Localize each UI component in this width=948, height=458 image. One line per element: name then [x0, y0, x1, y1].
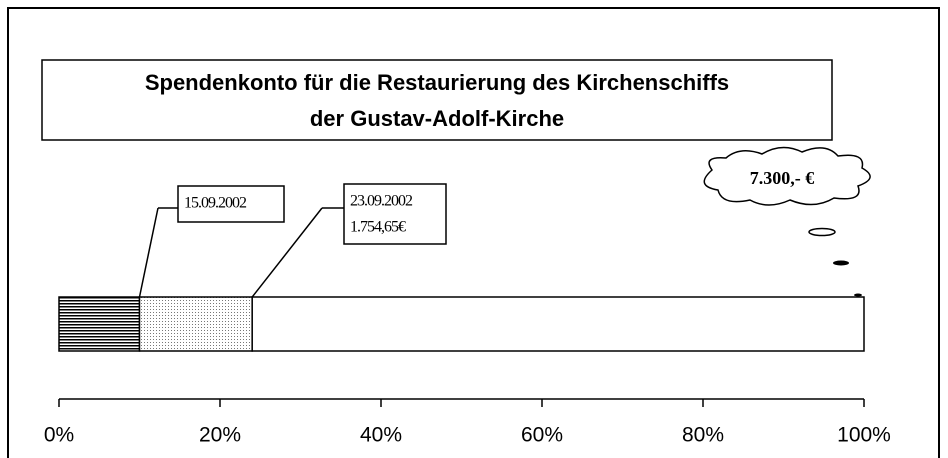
bar-segment: [140, 297, 253, 351]
cloud-bubble: [809, 229, 835, 236]
x-tick-label: 20%: [199, 424, 241, 447]
x-tick-label: 100%: [837, 424, 891, 447]
x-tick-label: 60%: [521, 424, 563, 447]
annotation-text: 1.754,65€: [350, 219, 406, 236]
chart: Spendenkonto für die Restaurierung des K…: [0, 0, 948, 458]
annotation-text: 15.09.2002: [184, 195, 247, 212]
x-tick-label: 40%: [360, 424, 402, 447]
x-tick-label: 0%: [44, 424, 74, 447]
bar-segment: [252, 297, 864, 351]
cloud-bubble: [854, 294, 862, 297]
bar-segment: [59, 297, 140, 351]
chart-title: Spendenkonto für die Restaurierung des K…: [145, 70, 729, 95]
chart-title: der Gustav-Adolf-Kirche: [310, 106, 564, 131]
annotation-text: 23.09.2002: [350, 193, 413, 210]
cloud-bubble: [833, 261, 849, 266]
x-tick-label: 80%: [682, 424, 724, 447]
goal-label: 7.300,- €: [750, 168, 815, 188]
